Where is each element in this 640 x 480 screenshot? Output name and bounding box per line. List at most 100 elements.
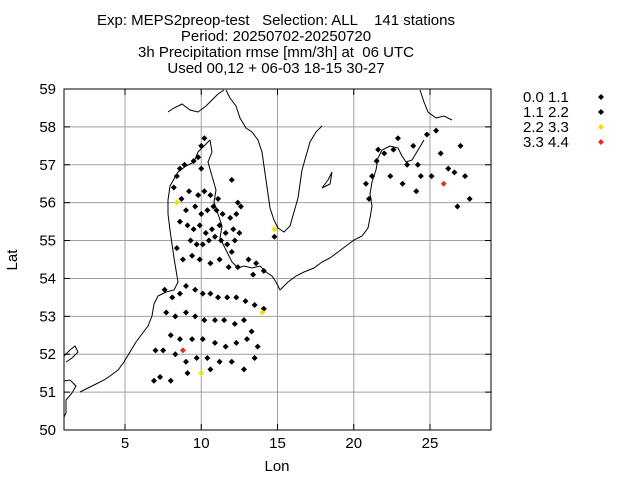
station-marker xyxy=(216,256,223,263)
legend-marker xyxy=(598,94,604,100)
station-marker xyxy=(183,358,189,365)
station-marker xyxy=(184,222,191,229)
station-marker xyxy=(179,256,186,263)
station-marker xyxy=(236,229,243,236)
station-marker xyxy=(254,343,261,350)
station-marker xyxy=(207,192,214,199)
station-marker xyxy=(172,351,179,358)
station-marker xyxy=(207,366,214,373)
station-marker xyxy=(414,161,421,168)
station-marker xyxy=(231,320,238,327)
x-tick-label: 25 xyxy=(422,435,439,452)
station-marker xyxy=(201,188,208,195)
station-marker xyxy=(228,248,235,255)
coastline-map xyxy=(63,89,453,418)
station-marker xyxy=(198,165,205,172)
station-marker xyxy=(219,211,226,218)
coastline-uk xyxy=(63,379,77,418)
station-marker xyxy=(170,184,177,191)
station-marker xyxy=(369,173,376,180)
station-marker xyxy=(271,233,278,240)
station-marker xyxy=(183,309,189,316)
station-marker xyxy=(271,226,278,233)
station-marker xyxy=(404,161,411,168)
station-marker xyxy=(201,317,208,324)
station-marker xyxy=(193,355,200,362)
station-marker xyxy=(169,294,176,301)
station-marker xyxy=(195,192,202,199)
station-marker xyxy=(451,169,458,176)
station-marker xyxy=(198,211,205,218)
station-marker xyxy=(173,173,180,180)
legend: 0.0 1.11.1 2.22.2 3.33.3 4.4 xyxy=(523,89,604,151)
station-marker xyxy=(240,317,247,324)
chart-title-line-1: Exp: MEPS2preop-test Selection: ALL 141 … xyxy=(97,12,455,29)
coastline-gotland xyxy=(321,171,333,189)
station-marker xyxy=(230,226,237,233)
station-marker xyxy=(259,309,266,316)
station-marker xyxy=(228,358,235,365)
station-marker xyxy=(199,241,206,248)
station-marker xyxy=(190,157,197,164)
station-marker xyxy=(192,286,199,293)
station-marker xyxy=(199,290,206,297)
station-marker xyxy=(221,317,228,324)
station-marker xyxy=(445,165,452,172)
station-marker xyxy=(234,264,241,271)
station-marker xyxy=(176,336,183,343)
station-marker xyxy=(199,336,206,343)
y-tick-label: 59 xyxy=(39,81,56,98)
station-marker xyxy=(163,309,170,316)
station-marker xyxy=(161,286,168,293)
station-marker xyxy=(176,165,183,172)
station-marker xyxy=(457,142,464,149)
station-marker xyxy=(390,146,397,153)
legend-marker xyxy=(598,124,604,130)
station-marker xyxy=(413,188,420,195)
station-marker xyxy=(176,218,183,225)
station-marker xyxy=(208,226,215,233)
station-marker xyxy=(193,241,200,248)
station-marker xyxy=(192,313,199,320)
station-marker xyxy=(222,229,229,236)
y-tick-label: 52 xyxy=(39,346,56,363)
station-marker xyxy=(224,294,231,301)
station-marker xyxy=(216,222,223,229)
station-marker xyxy=(242,298,249,305)
station-marker xyxy=(215,195,222,202)
station-marker xyxy=(260,267,267,274)
station-marker xyxy=(437,150,444,157)
station-marker xyxy=(204,355,211,362)
station-marker xyxy=(245,256,252,263)
station-marker xyxy=(218,237,225,244)
station-marker xyxy=(228,176,235,183)
legend-marker xyxy=(598,139,604,145)
station-marker xyxy=(399,180,406,187)
station-markers xyxy=(150,127,473,384)
chart-title-line-4: Used 00,12 + 06-03 18-15 30-27 xyxy=(167,60,385,77)
station-marker xyxy=(394,135,401,142)
station-marker xyxy=(183,207,189,214)
station-marker xyxy=(234,199,241,206)
chart-title-line-2: Period: 20250702-20250720 xyxy=(180,28,372,45)
station-marker xyxy=(152,347,159,354)
station-marker xyxy=(192,203,199,210)
station-marker xyxy=(189,336,196,343)
station-marker xyxy=(202,229,209,236)
station-marker xyxy=(189,252,196,259)
station-marker xyxy=(181,161,188,168)
station-marker xyxy=(237,203,244,210)
station-marker xyxy=(231,237,238,244)
station-marker xyxy=(198,370,205,377)
station-marker xyxy=(167,332,174,339)
coastline-finland xyxy=(419,89,453,121)
station-marker xyxy=(186,188,193,195)
station-marker xyxy=(250,271,257,278)
axis-ticks: 5 10 15 20 25 50 51 52 53 54 55 56 57 58 59 xyxy=(39,81,491,452)
coastline-norway-south xyxy=(167,89,225,113)
coastline-england-east xyxy=(63,345,79,363)
station-marker xyxy=(211,339,218,346)
station-marker xyxy=(216,358,223,365)
y-tick-label: 53 xyxy=(39,308,56,325)
station-marker xyxy=(173,245,180,252)
